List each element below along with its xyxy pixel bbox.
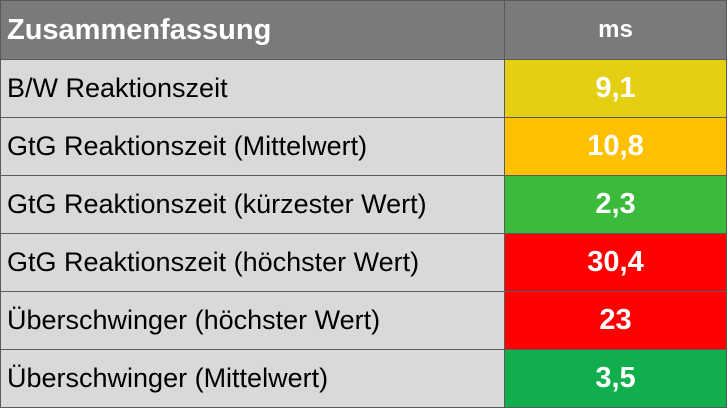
row-value: 23 (504, 291, 727, 350)
table-title: Zusammenfassung (0, 0, 505, 60)
row-value: 2,3 (504, 175, 727, 234)
table-header-row: Zusammenfassung ms (0, 0, 727, 60)
unit-header: ms (504, 0, 727, 60)
row-value: 30,4 (504, 233, 727, 292)
row-label: GtG Reaktionszeit (kürzester Wert) (0, 175, 505, 234)
row-value: 10,8 (504, 117, 727, 176)
table-row: GtG Reaktionszeit (Mittelwert) 10,8 (0, 117, 727, 176)
table-row: Überschwinger (höchster Wert) 23 (0, 291, 727, 350)
table-row: GtG Reaktionszeit (höchster Wert) 30,4 (0, 233, 727, 292)
table-row: GtG Reaktionszeit (kürzester Wert) 2,3 (0, 175, 727, 234)
row-label: GtG Reaktionszeit (Mittelwert) (0, 117, 505, 176)
table-row: B/W Reaktionszeit 9,1 (0, 59, 727, 118)
row-value: 3,5 (504, 349, 727, 408)
row-label: Überschwinger (Mittelwert) (0, 349, 505, 408)
row-label: B/W Reaktionszeit (0, 59, 505, 118)
row-value: 9,1 (504, 59, 727, 118)
table-row: Überschwinger (Mittelwert) 3,5 (0, 349, 727, 408)
row-label: Überschwinger (höchster Wert) (0, 291, 505, 350)
row-label: GtG Reaktionszeit (höchster Wert) (0, 233, 505, 292)
